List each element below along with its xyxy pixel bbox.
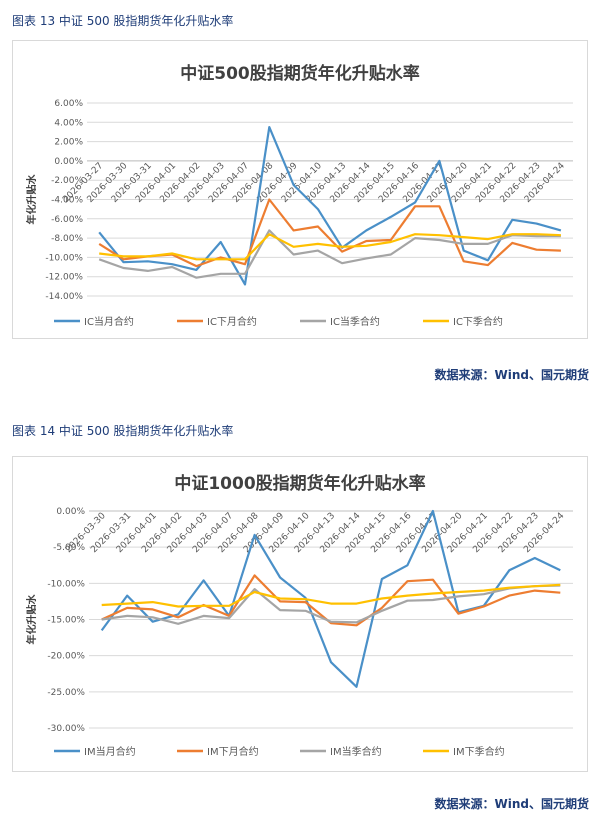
series-line-2 — [101, 574, 561, 627]
legend-item: IC下季合约 — [423, 315, 503, 328]
y-axis-label: 年化升贴水 — [25, 594, 38, 645]
y-axis-label: 年化升贴水 — [25, 174, 38, 225]
y-tick-label: 6.00% — [54, 99, 83, 109]
legend-label: IM当月合约 — [84, 745, 136, 758]
series-line-1 — [98, 125, 562, 286]
data-source: 数据来源：Wind、国元期货 — [434, 797, 589, 811]
chart-title: 中证500股指期货年化升贴水率 — [180, 63, 420, 84]
legend-item: IM下季合约 — [423, 745, 505, 758]
legend-item: IC当月合约 — [54, 315, 134, 328]
legend-item: IM当季合约 — [300, 745, 382, 758]
figure-caption: 图表 14 中证 500 股指期货年化升贴水率 — [12, 424, 234, 438]
y-tick-label: -10.00% — [47, 579, 85, 589]
legend-label: IM下季合约 — [453, 745, 505, 758]
series-line-4 — [101, 583, 561, 608]
series-line-3 — [98, 229, 561, 279]
y-tick-label: 0.00% — [56, 507, 85, 517]
data-source: 数据来源：Wind、国元期货 — [434, 368, 589, 382]
y-tick-label: -5.00% — [53, 543, 85, 553]
y-tick-label: -15.00% — [47, 616, 85, 626]
legend-item: IC当季合约 — [300, 315, 380, 328]
series-line-3 — [101, 584, 561, 625]
chart-title: 中证1000股指期货年化升贴水率 — [174, 473, 425, 494]
legend-label: IC下季合约 — [453, 315, 503, 328]
y-tick-label: 2.00% — [54, 138, 83, 148]
legend-label: IC下月合约 — [207, 315, 257, 328]
legend-label: IC当月合约 — [84, 315, 134, 328]
y-tick-label: -10.00% — [45, 253, 83, 263]
legend-item: IM当月合约 — [54, 745, 136, 758]
y-tick-label: -6.00% — [51, 215, 83, 225]
figure-caption: 图表 13 中证 500 股指期货年化升贴水率 — [12, 14, 234, 28]
y-tick-label: -14.00% — [45, 292, 83, 302]
legend-label: IM下月合约 — [207, 745, 259, 758]
y-tick-label: -30.00% — [47, 724, 85, 734]
series-line-2 — [98, 198, 561, 268]
y-tick-label: 0.00% — [54, 157, 83, 167]
y-tick-label: -4.00% — [51, 196, 83, 206]
legend-item: IM下月合约 — [177, 745, 259, 758]
legend-label: IC当季合约 — [330, 315, 380, 328]
y-tick-label: -20.00% — [47, 652, 85, 662]
series-line-4 — [99, 233, 561, 261]
y-tick-label: 4.00% — [54, 118, 83, 128]
chart-panel: 中证1000股指期货年化升贴水率年化升贴水 0.00% -5.00% -10.00% -… — [12, 456, 588, 772]
y-tick-label: -12.00% — [45, 273, 83, 283]
chart-panel: 中证500股指期货年化升贴水率年化升贴水 6.00% 4.00% 2.00% 0.00%… — [12, 40, 588, 339]
legend-label: IM当季合约 — [330, 745, 382, 758]
legend-item: IC下月合约 — [177, 315, 257, 328]
y-tick-label: -8.00% — [51, 234, 83, 244]
y-tick-label: -25.00% — [47, 688, 85, 698]
y-tick-label: -2.00% — [51, 176, 83, 186]
